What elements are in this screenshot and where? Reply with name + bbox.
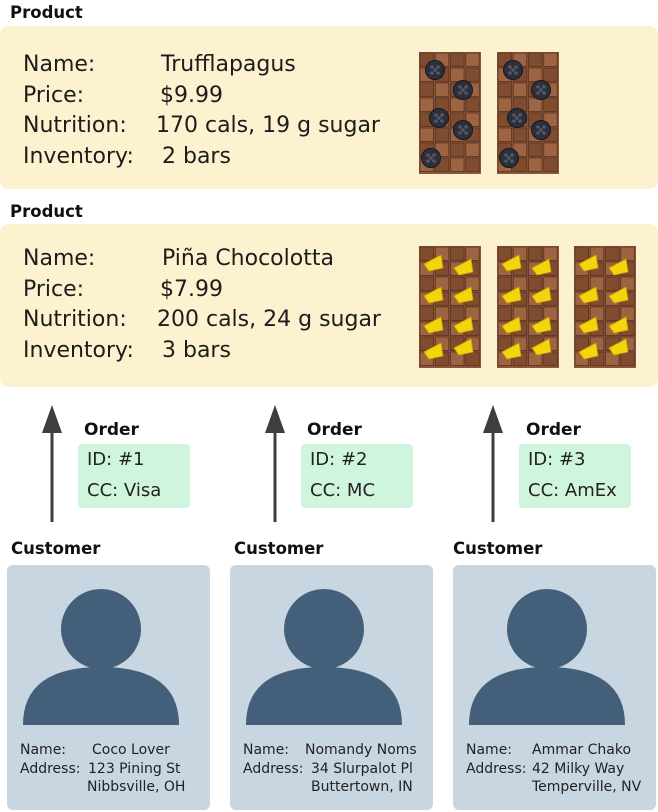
- nutrition-label: Nutrition:: [23, 307, 127, 332]
- order-section-title: Order: [526, 420, 581, 440]
- user-avatar-icon: [23, 589, 179, 725]
- order-cc: CC: Visa: [87, 480, 162, 501]
- product-section-title: Product: [10, 202, 83, 221]
- product-card-trufflapagus: Name: Trufflapagus Price: $9.99 Nutrition:…: [0, 26, 658, 189]
- customer-address-line1: 123 Pining St: [88, 760, 181, 777]
- product-price: $7.99: [160, 276, 223, 302]
- customer-address-line1: 34 Slurpalot Pl: [311, 760, 413, 777]
- customer-address-label: Address:: [466, 760, 527, 777]
- inventory-label: Inventory:: [23, 143, 134, 169]
- customer-card-3: Name: Ammar Chako Address: 42 Milky Way Te…: [453, 565, 656, 810]
- customer-card-1: Name: Coco Lover Address: 123 Pining St Ni…: [7, 565, 210, 810]
- product-inventory: 3 bars: [162, 337, 231, 363]
- customer-section-title: Customer: [234, 539, 324, 558]
- product-card-pina-chocolotta: Name: Piña Chocolotta Price: $7.99 Nutriti…: [0, 224, 658, 387]
- customer-card-2: Name: Nomandy Noms Address: 34 Slurpalot P…: [230, 565, 433, 810]
- customer-name: Nomandy Noms: [305, 742, 417, 758]
- name-label: Name:: [23, 52, 96, 77]
- nutrition-label: Nutrition:: [23, 113, 127, 138]
- order-box-1: ID: #1 CC: Visa: [78, 444, 190, 508]
- customer-address-label: Address:: [243, 760, 304, 777]
- chocolate-bar-icon: [419, 52, 481, 174]
- customer-name-label: Name:: [20, 742, 67, 758]
- chocolate-bar-icon: [419, 246, 481, 368]
- customer-section-title: Customer: [453, 539, 543, 558]
- arrow-up-icon: [265, 405, 285, 522]
- order-cc: CC: MC: [310, 480, 376, 501]
- user-avatar-icon: [246, 589, 402, 725]
- product-inventory: 2 bars: [162, 143, 231, 169]
- customer-name-label: Name:: [466, 742, 513, 758]
- customer-address-label: Address:: [20, 760, 81, 777]
- customer-address-line2: Nibbsville, OH: [87, 779, 186, 795]
- customer-name: Ammar Chako: [532, 742, 632, 758]
- product-price: $9.99: [160, 82, 223, 108]
- order-box-3: ID: #3 CC: AmEx: [519, 444, 631, 508]
- order-section-title: Order: [84, 420, 139, 440]
- product-name: Piña Chocolotta: [162, 246, 334, 271]
- order-section-title: Order: [307, 420, 362, 440]
- product-nutrition: 200 cals, 24 g sugar: [157, 307, 381, 332]
- inventory-label: Inventory:: [23, 337, 134, 363]
- order-id: ID: #3: [528, 449, 586, 470]
- order-id: ID: #1: [87, 449, 145, 470]
- chocolate-bar-icon: [574, 246, 636, 368]
- customer-section-title: Customer: [11, 539, 101, 558]
- user-avatar-icon: [469, 589, 625, 725]
- customer-address-line2: Buttertown, IN: [311, 779, 413, 795]
- name-label: Name:: [23, 246, 96, 271]
- chocolate-bar-icon: [496, 52, 559, 174]
- price-label: Price:: [23, 276, 85, 302]
- arrow-up-icon: [42, 405, 62, 522]
- product-nutrition: 170 cals, 19 g sugar: [156, 113, 380, 138]
- product-name: Trufflapagus: [161, 52, 296, 77]
- price-label: Price:: [23, 82, 85, 108]
- order-cc: CC: AmEx: [528, 480, 617, 501]
- chocolate-bar-icon: [496, 246, 559, 368]
- arrow-up-icon: [483, 405, 503, 522]
- customer-address-line1: 42 Milky Way: [532, 760, 625, 777]
- order-box-2: ID: #2 CC: MC: [301, 444, 413, 508]
- customer-name: Coco Lover: [92, 742, 170, 758]
- customer-address-line2: Temperville, NV: [532, 779, 642, 795]
- customer-name-label: Name:: [243, 742, 290, 758]
- order-id: ID: #2: [310, 449, 368, 470]
- product-section-title: Product: [10, 3, 83, 22]
